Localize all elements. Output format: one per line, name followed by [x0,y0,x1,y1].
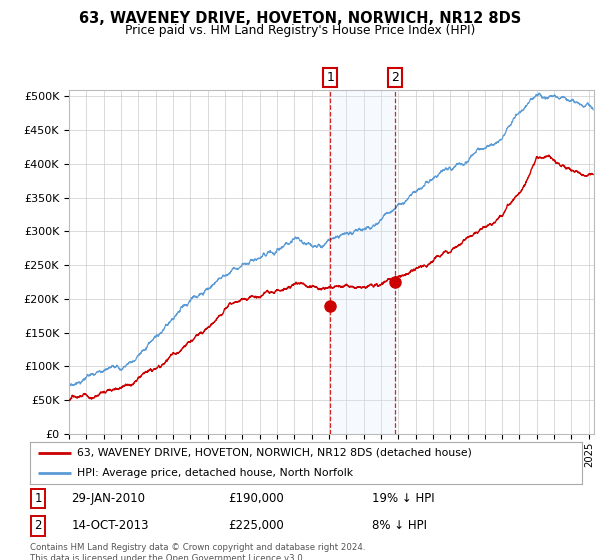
Text: Price paid vs. HM Land Registry's House Price Index (HPI): Price paid vs. HM Land Registry's House … [125,24,475,36]
Text: HPI: Average price, detached house, North Norfolk: HPI: Average price, detached house, Nort… [77,468,353,478]
Text: 19% ↓ HPI: 19% ↓ HPI [372,492,435,505]
Text: £225,000: £225,000 [229,519,284,533]
Text: 2: 2 [391,71,398,84]
Text: 2: 2 [35,519,42,533]
Text: 29-JAN-2010: 29-JAN-2010 [71,492,145,505]
Text: 1: 1 [326,71,334,84]
Text: 8% ↓ HPI: 8% ↓ HPI [372,519,427,533]
Text: £190,000: £190,000 [229,492,284,505]
Text: 1: 1 [35,492,42,505]
Text: 14-OCT-2013: 14-OCT-2013 [71,519,149,533]
Text: 63, WAVENEY DRIVE, HOVETON, NORWICH, NR12 8DS (detached house): 63, WAVENEY DRIVE, HOVETON, NORWICH, NR1… [77,448,472,458]
Text: 63, WAVENEY DRIVE, HOVETON, NORWICH, NR12 8DS: 63, WAVENEY DRIVE, HOVETON, NORWICH, NR1… [79,11,521,26]
Text: Contains HM Land Registry data © Crown copyright and database right 2024.
This d: Contains HM Land Registry data © Crown c… [30,543,365,560]
Bar [330,90,395,434]
